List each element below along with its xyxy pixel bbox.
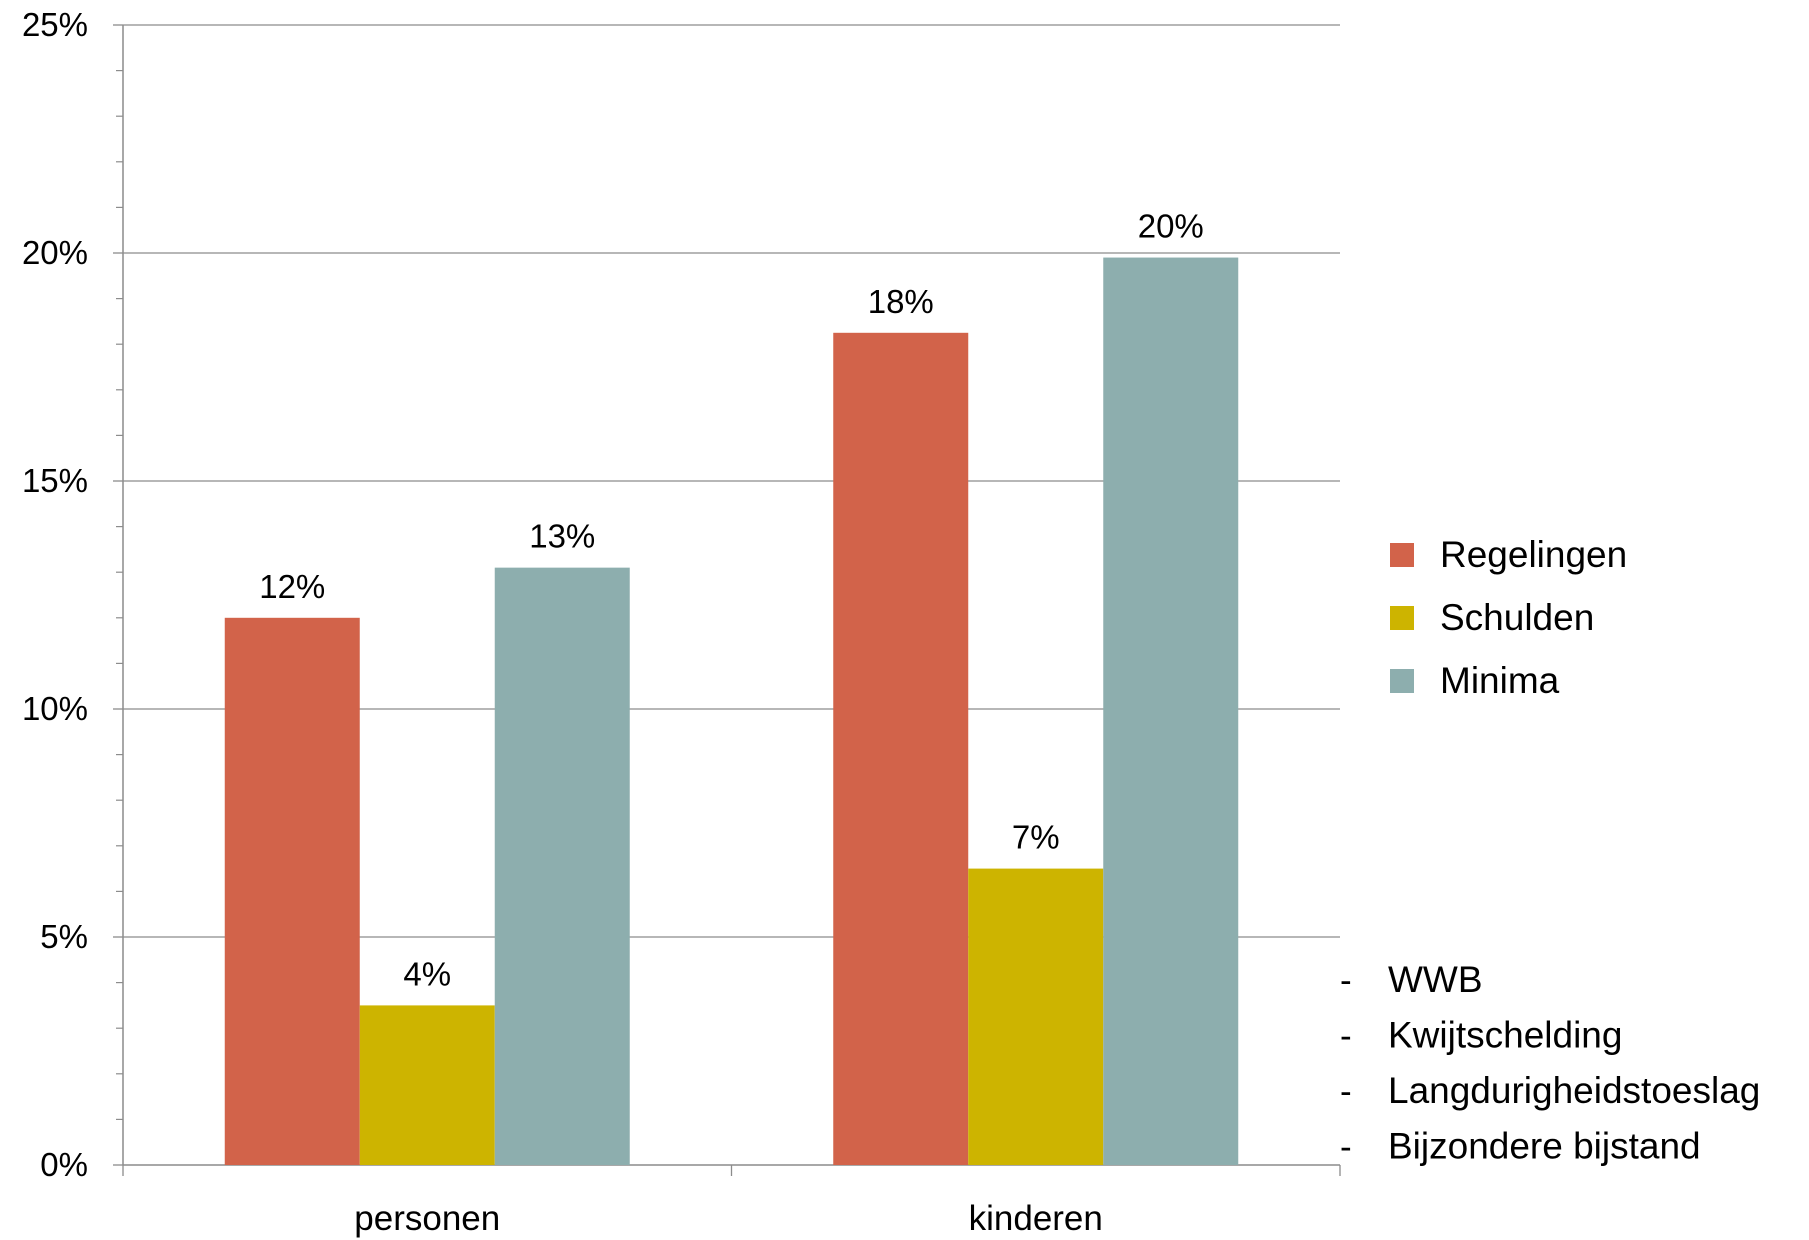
bar-regelingen-personen <box>224 617 360 1165</box>
y-tick-label: 25% <box>22 6 88 43</box>
note-item: WWB <box>1388 959 1483 1000</box>
bar-minima-kinderen <box>1103 257 1239 1165</box>
legend-swatch-schulden <box>1390 606 1414 630</box>
bar-regelingen-kinderen <box>833 332 969 1165</box>
y-tick-label: 20% <box>22 234 88 271</box>
y-tick-label: 0% <box>40 1146 88 1183</box>
note-bullet: - <box>1340 1128 1352 1167</box>
x-category-label: kinderen <box>969 1199 1103 1238</box>
legend-label: Regelingen <box>1440 534 1627 575</box>
data-label: 4% <box>403 955 451 992</box>
bar-minima-personen <box>494 567 630 1165</box>
note-bullet: - <box>1340 961 1352 1000</box>
note-bullet: - <box>1340 1017 1352 1056</box>
data-label: 7% <box>1012 819 1060 856</box>
legend-label: Schulden <box>1440 597 1594 638</box>
legend-swatch-regelingen <box>1390 543 1414 567</box>
data-label: 20% <box>1138 208 1204 245</box>
bar-schulden-personen <box>359 1005 495 1165</box>
y-tick-label: 15% <box>22 462 88 499</box>
legend-label: Minima <box>1440 660 1560 701</box>
legend-swatch-minima <box>1390 669 1414 693</box>
note-bullet: - <box>1340 1072 1352 1111</box>
bar-schulden-kinderen <box>968 868 1104 1165</box>
data-label: 18% <box>868 283 934 320</box>
note-item: Bijzondere bijstand <box>1388 1126 1701 1167</box>
y-tick-label: 10% <box>22 690 88 727</box>
note-item: Langdurigheidstoeslag <box>1388 1070 1760 1111</box>
data-label: 12% <box>259 568 325 605</box>
x-category-label: personen <box>354 1199 500 1238</box>
data-label: 13% <box>529 518 595 555</box>
y-tick-label: 5% <box>40 918 88 955</box>
note-item: Kwijtschelding <box>1388 1015 1622 1056</box>
